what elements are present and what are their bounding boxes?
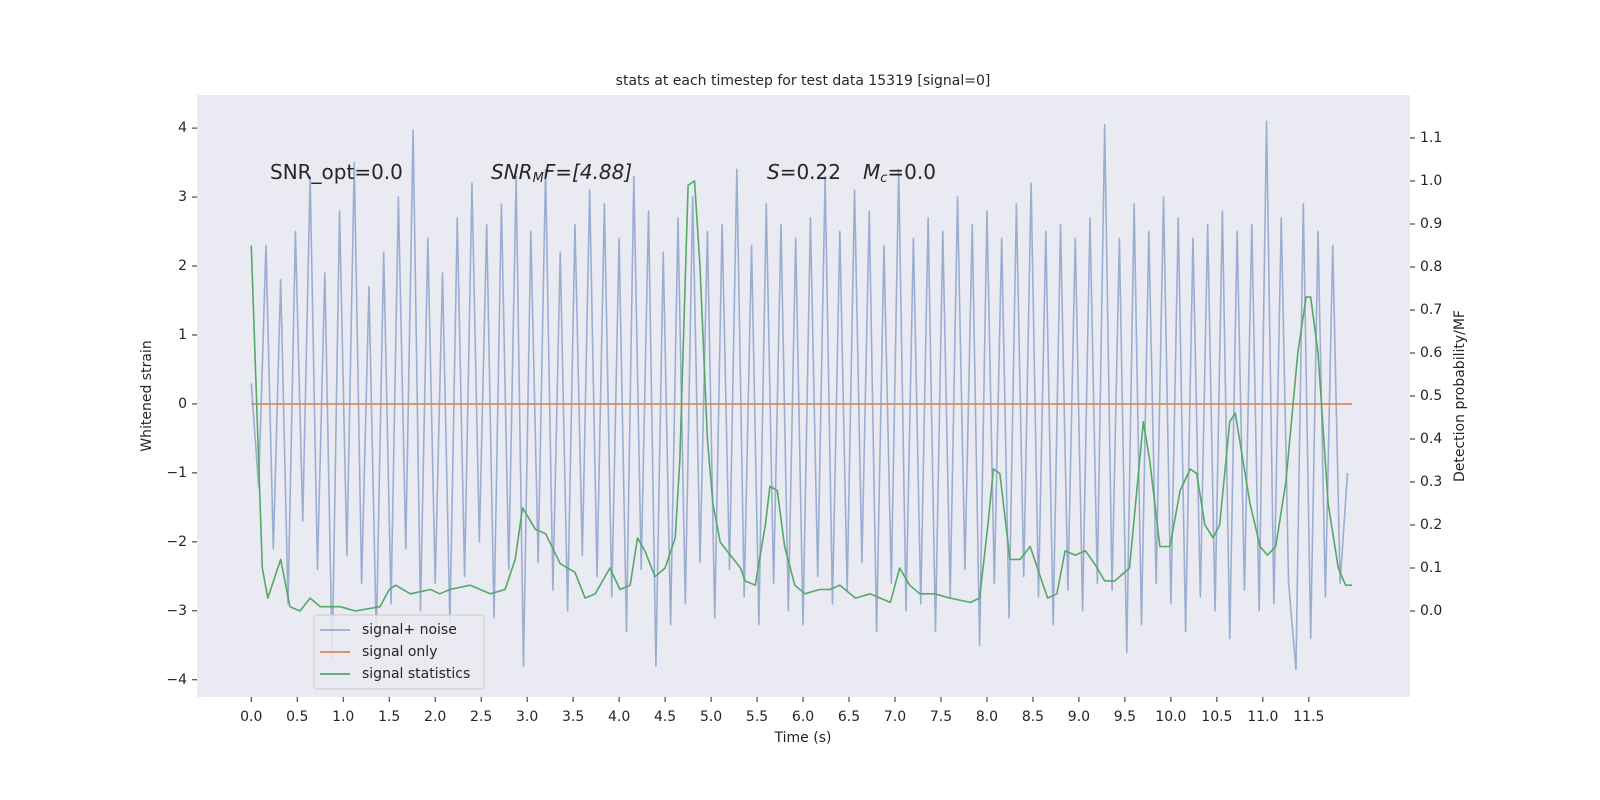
annotation-part: S bbox=[767, 160, 780, 184]
x-tick-label: 8.5 bbox=[1022, 709, 1044, 725]
y-tick-label: 4 bbox=[178, 120, 187, 136]
annotation-part: SNR_opt=0.0 bbox=[270, 160, 403, 184]
y-tick-label: −4 bbox=[166, 672, 187, 688]
y2-tick-label: 0.9 bbox=[1420, 216, 1442, 232]
y2-tick-label: 0.4 bbox=[1420, 431, 1442, 447]
annotation-part: =0.22 bbox=[780, 160, 841, 184]
annotation-part: =0.0 bbox=[887, 160, 936, 184]
y2-axis-label: Detection probability/MF bbox=[1452, 310, 1468, 482]
annotation-part: M bbox=[863, 160, 880, 184]
x-tick-label: 11.5 bbox=[1293, 709, 1324, 725]
y-axis-label: Whitened strain bbox=[139, 340, 155, 451]
x-tick-label: 10.5 bbox=[1201, 709, 1232, 725]
legend-box bbox=[313, 614, 485, 690]
y-tick-label: 3 bbox=[178, 189, 187, 205]
annotation-part: c bbox=[880, 171, 887, 186]
x-tick-label: 4.0 bbox=[608, 709, 630, 725]
series-line bbox=[250, 120, 1349, 671]
x-tick-label: 2.0 bbox=[424, 709, 446, 725]
y-tick-label: −2 bbox=[166, 534, 187, 550]
x-tick-label: 3.0 bbox=[516, 709, 538, 725]
y2-tick-label: 1.0 bbox=[1420, 173, 1442, 189]
y2-tick-label: 0.6 bbox=[1420, 345, 1442, 361]
x-tick-label: 6.0 bbox=[792, 709, 814, 725]
legend-label: signal statistics bbox=[362, 666, 470, 682]
annotation: S=0.22 Mc=0.0 bbox=[767, 160, 936, 186]
x-tick-label: 5.5 bbox=[746, 709, 768, 725]
annotation: SNR_opt=0.0 bbox=[270, 160, 403, 184]
x-tick-label: 1.0 bbox=[332, 709, 354, 725]
x-tick-label: 4.5 bbox=[654, 709, 676, 725]
y2-tick-label: 0.5 bbox=[1420, 388, 1442, 404]
x-tick-label: 8.0 bbox=[976, 709, 998, 725]
y2-tick-label: 0.8 bbox=[1420, 259, 1442, 275]
axes: 0.0 0.5 1.0 1.5 2.0 2.5 3.0 3.5 4.0 4.5 5.0 5.5 6.0 6… bbox=[166, 120, 1442, 725]
y2-tick-label: 0.7 bbox=[1420, 302, 1442, 318]
annotation-part: SNR bbox=[491, 160, 533, 184]
legend: signal+ noise signal only signal statistic… bbox=[313, 614, 485, 690]
legend-label: signal only bbox=[362, 644, 437, 660]
x-tick-label: 0.5 bbox=[286, 709, 308, 725]
x-tick-label: 9.5 bbox=[1114, 709, 1136, 725]
annotation: SNRMF=[4.88] bbox=[491, 160, 632, 186]
x-tick-label: 0.0 bbox=[240, 709, 262, 725]
marks bbox=[250, 120, 1353, 671]
x-tick-label: 10.0 bbox=[1155, 709, 1186, 725]
chart-title: stats at each timestep for test data 153… bbox=[616, 73, 991, 89]
x-tick-label: 2.5 bbox=[470, 709, 492, 725]
y2-tick-label: 0.2 bbox=[1420, 517, 1442, 533]
x-tick-label: 11.0 bbox=[1247, 709, 1278, 725]
annotation-part: F=[4.88] bbox=[544, 160, 632, 184]
y-tick-label: −3 bbox=[166, 603, 187, 619]
legend-label: signal+ noise bbox=[362, 622, 457, 638]
x-axis-label: Time (s) bbox=[774, 730, 832, 746]
x-tick-label: 9.0 bbox=[1068, 709, 1090, 725]
x-tick-label: 1.5 bbox=[378, 709, 400, 725]
x-tick-label: 3.5 bbox=[562, 709, 584, 725]
y2-tick-label: 0.0 bbox=[1420, 603, 1442, 619]
y2-tick-label: 0.3 bbox=[1420, 474, 1442, 490]
y-tick-label: 1 bbox=[178, 327, 187, 343]
x-tick-label: 6.5 bbox=[838, 709, 860, 725]
y-tick-label: 2 bbox=[178, 258, 187, 274]
y-tick-label: −1 bbox=[166, 465, 187, 481]
annotation-part: M bbox=[533, 171, 544, 186]
y-tick-label: 0 bbox=[178, 396, 187, 412]
x-tick-label: 5.0 bbox=[700, 709, 722, 725]
y2-tick-label: 0.1 bbox=[1420, 560, 1442, 576]
series-line bbox=[250, 180, 1353, 612]
y2-tick-label: 1.1 bbox=[1420, 130, 1442, 146]
x-tick-label: 7.5 bbox=[930, 709, 952, 725]
x-tick-label: 7.0 bbox=[884, 709, 906, 725]
